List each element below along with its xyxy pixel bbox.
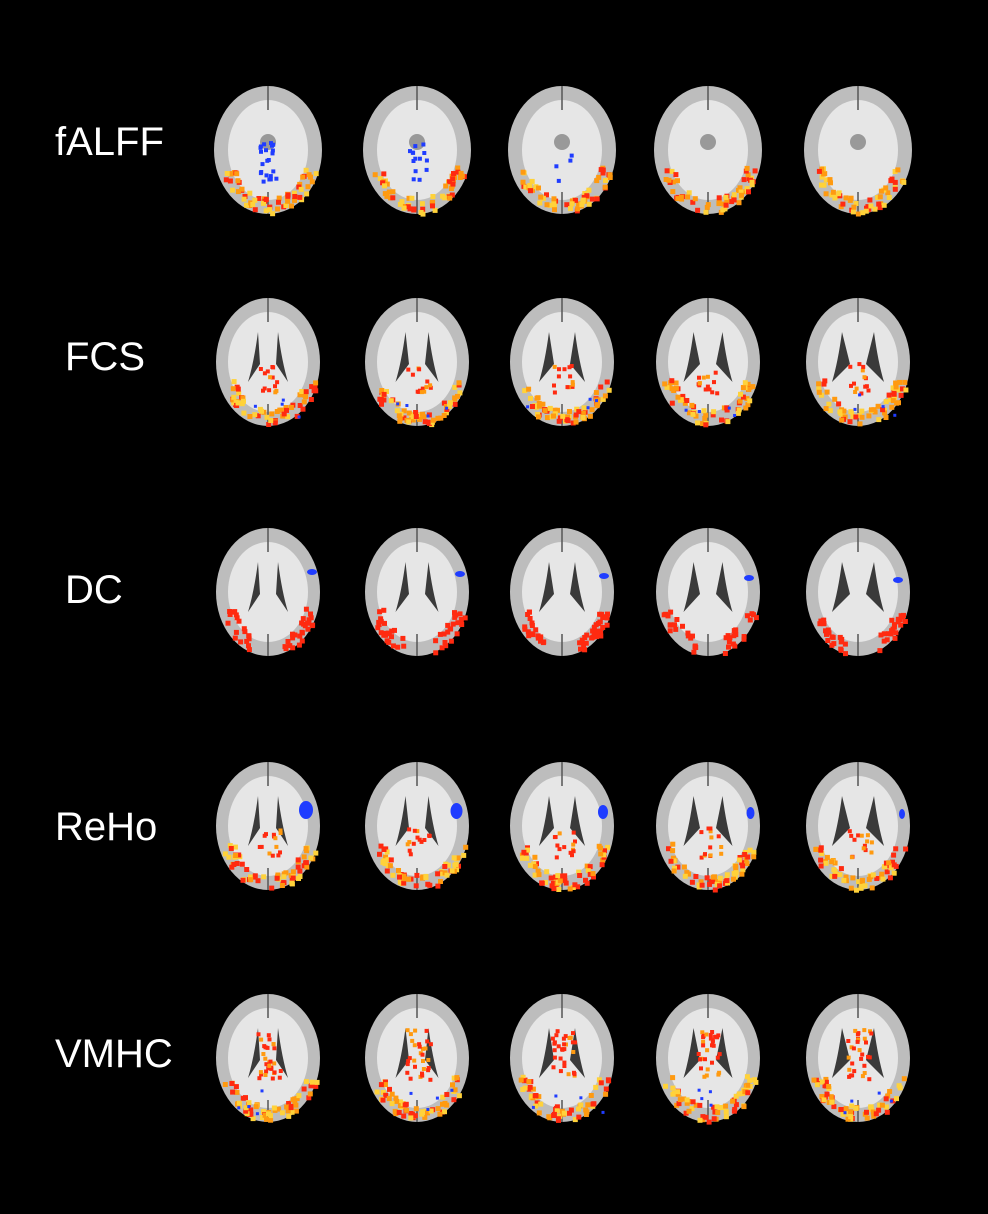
brain-slice-fcs-5 [806,298,910,427]
brain-slice-vmhc-3 [510,994,614,1123]
brain-slice-falff-5 [804,86,912,217]
row-label-reho: ReHo [55,805,158,849]
brain-slice-vmhc-2 [365,994,469,1122]
brain-slice-fcs-1 [216,298,320,427]
brain-slice-dc-2 [365,528,469,656]
brain-slice-falff-2 [363,86,471,217]
row-label-dc: DC [65,568,123,612]
row-label-vmhc: VMHC [55,1032,173,1076]
brain-slice-fcs-3 [510,298,614,426]
brain-slice-reho-4 [656,762,760,893]
brain-slice-falff-3 [508,86,616,214]
brain-slice-reho-1 [216,762,320,891]
brain-slice-falff-1 [214,86,322,217]
brain-slice-dc-5 [806,528,910,657]
brain-slice-dc-3 [510,528,614,656]
brain-slice-fcs-4 [656,298,760,428]
brain-slice-vmhc-5 [806,994,910,1122]
brain-slice-reho-5 [806,762,910,893]
brain-slice-reho-3 [510,762,614,892]
row-label-falff: fALFF [55,120,164,164]
brain-slice-falff-4 [654,86,762,215]
row-label-fcs: FCS [65,335,145,379]
brain-slice-fcs-2 [365,298,469,428]
brain-slice-reho-2 [365,762,469,890]
brain-slice-dc-1 [216,528,320,656]
brain-slice-vmhc-4 [656,994,760,1125]
brain-slice-dc-4 [656,528,760,656]
brain-slice-vmhc-1 [216,994,320,1123]
